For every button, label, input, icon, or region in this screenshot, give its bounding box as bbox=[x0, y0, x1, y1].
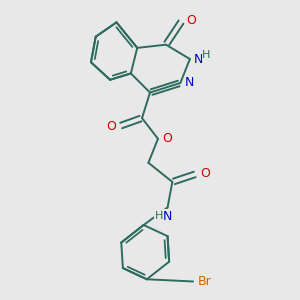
Text: N: N bbox=[194, 52, 203, 65]
Text: H: H bbox=[154, 212, 163, 221]
Text: O: O bbox=[186, 14, 196, 27]
Text: Br: Br bbox=[197, 275, 211, 288]
Text: O: O bbox=[162, 132, 172, 145]
Text: H: H bbox=[202, 50, 211, 60]
Text: N: N bbox=[163, 210, 172, 223]
Text: O: O bbox=[106, 120, 116, 133]
Text: N: N bbox=[184, 76, 194, 89]
Text: O: O bbox=[200, 167, 210, 180]
